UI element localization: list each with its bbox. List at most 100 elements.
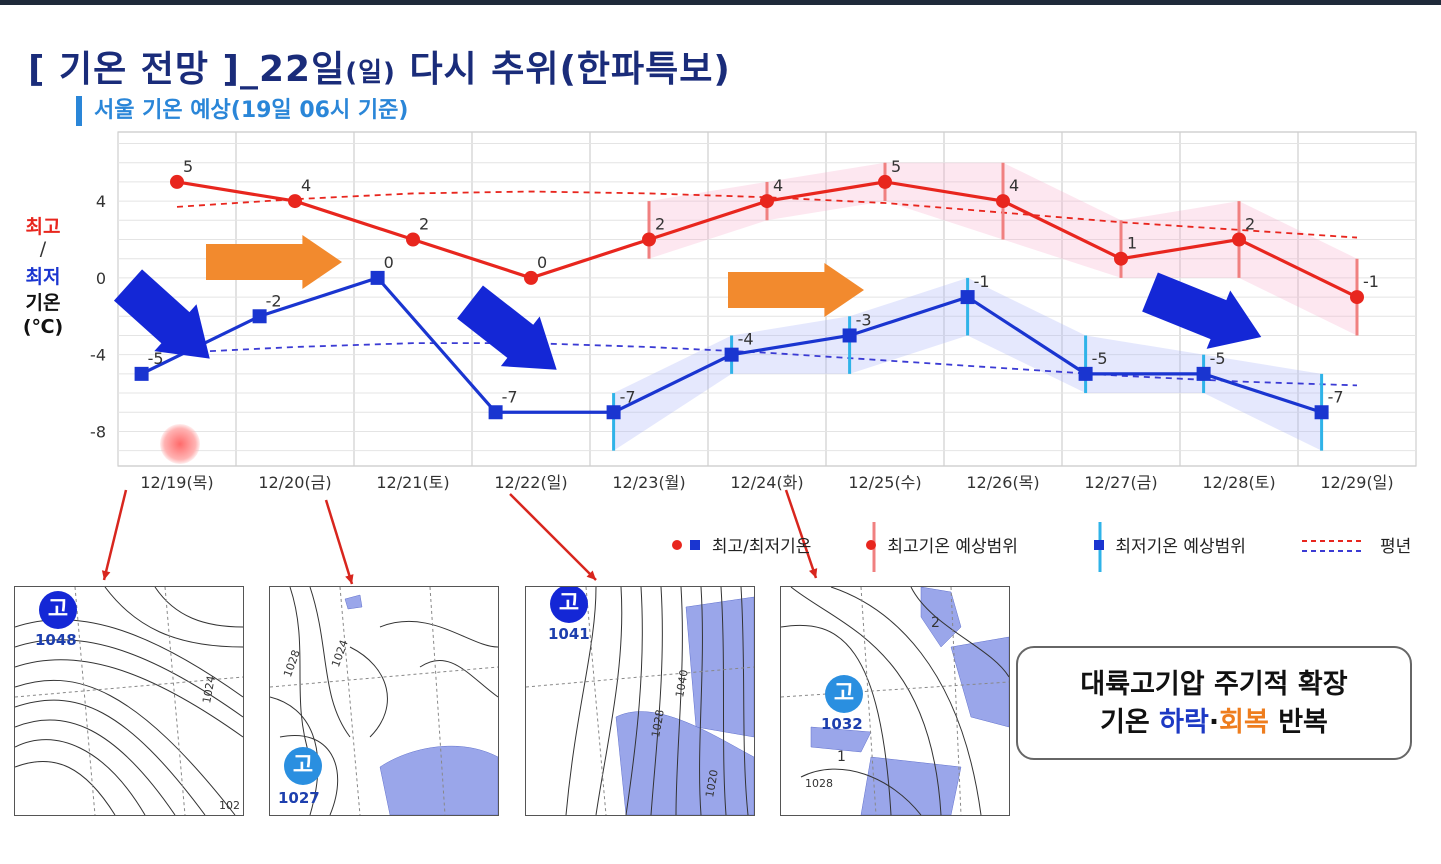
max-data-label: -1 xyxy=(1363,272,1379,291)
max-data-label: 4 xyxy=(773,176,783,195)
min-data-label: -5 xyxy=(1092,349,1108,368)
max-temp-point xyxy=(1114,251,1128,266)
weather-map-3: 고 1041 1040 1028 1020 xyxy=(525,586,755,816)
legend-item-maxmin: 최고/최저기온 xyxy=(672,532,811,562)
legend-red-dot xyxy=(672,539,682,550)
legend-label-normal: 평년 xyxy=(1380,537,1412,557)
x-tick-label: 12/29(일) xyxy=(1320,473,1393,492)
pointer-arrowhead-icon xyxy=(808,568,818,578)
x-tick-label: 12/21(토) xyxy=(376,473,449,492)
min-data-label: -7 xyxy=(620,387,636,406)
trend-arrow-down-icon xyxy=(113,269,210,359)
max-temp-point xyxy=(760,194,774,209)
max-temp-point xyxy=(1232,232,1246,247)
min_normal-line xyxy=(176,342,1358,387)
max-data-label: 2 xyxy=(655,214,665,233)
legend-label-min-range: 최저기온 예상범위 xyxy=(1115,537,1246,557)
high-pressure-badge: 고 xyxy=(550,587,588,623)
x-tick-label: 12/22(일) xyxy=(494,473,567,492)
y-label-slash: / xyxy=(39,238,47,260)
min-temp-point xyxy=(724,347,739,362)
top-bar xyxy=(0,0,1441,5)
x-tick-label: 12/25(수) xyxy=(848,473,921,492)
max_normal-line xyxy=(176,190,1358,239)
min-data-label: 0 xyxy=(384,253,394,272)
min-temp-point xyxy=(960,290,975,305)
x-tick-label: 12/24(화) xyxy=(730,473,803,492)
min-data-label: -7 xyxy=(1328,387,1344,406)
pressure-value: 1041 xyxy=(548,625,590,643)
weather-map-1: 고 1048 1024 102 xyxy=(14,586,244,816)
min-temp-point xyxy=(488,405,503,420)
x-tick-label: 12/26(목) xyxy=(966,473,1039,492)
y-tick-label: 0 xyxy=(96,269,106,288)
y-tick-label: -4 xyxy=(90,346,106,365)
min-temp-point xyxy=(370,270,385,285)
weather-map-4: 고 1032 1028 2 1 xyxy=(780,586,1010,816)
min-temp-point xyxy=(1314,405,1329,420)
pointer-arrow-line xyxy=(102,489,128,581)
max-data-label: 5 xyxy=(891,157,901,176)
min-data-label: -4 xyxy=(738,330,754,349)
summary-note: 대륙고기압 주기적 확장 기온 하락·회복 반복 xyxy=(1016,646,1412,760)
legend-label-max-range: 최고기온 예상범위 xyxy=(887,537,1018,557)
note-line-1: 대륙고기압 주기적 확장 xyxy=(1080,669,1348,700)
isobar-label: 1 xyxy=(837,749,846,765)
min-data-label: -5 xyxy=(1210,349,1226,368)
pressure-value: 1032 xyxy=(821,715,863,733)
min-temp-point xyxy=(134,366,149,381)
min-temp-point xyxy=(1196,366,1211,381)
y-tick-label: -8 xyxy=(90,422,106,441)
note-line-2: 기온 하락·회복 반복 xyxy=(1100,707,1328,738)
trend-arrow-right-icon xyxy=(206,235,342,289)
legend-label-maxmin: 최고/최저기온 xyxy=(711,537,812,557)
isobar-label: 1028 xyxy=(805,777,833,790)
min-temp-point xyxy=(252,309,267,324)
min-temp-point xyxy=(1078,366,1093,381)
trend-arrow-right-icon xyxy=(728,263,864,317)
min-temp-point xyxy=(606,405,621,420)
max-data-label: 5 xyxy=(183,157,193,176)
y-label-unit: (℃) xyxy=(22,316,64,338)
pressure-value: 1048 xyxy=(35,631,77,649)
y-tick-label: 4 xyxy=(96,192,106,211)
max-temp-point xyxy=(996,194,1010,209)
x-tick-label: 12/20(금) xyxy=(258,473,331,492)
min-data-label: -5 xyxy=(148,349,164,368)
isobar-label: 102 xyxy=(219,799,240,812)
y-label-max: 최고 xyxy=(25,216,61,238)
legend-item-max-range: 최고기온 예상범위 xyxy=(866,532,1018,562)
isobar-label: 2 xyxy=(931,615,940,631)
x-tick-label: 12/23(월) xyxy=(612,473,685,492)
isobar-lines xyxy=(526,587,754,815)
cursor-highlight xyxy=(160,424,200,464)
legend-blue-square xyxy=(690,539,701,550)
x-tick-label: 12/27(금) xyxy=(1084,473,1157,492)
pointer-arrow-line xyxy=(509,493,597,581)
max-temp-point xyxy=(1350,290,1364,305)
legend-max-range-marker xyxy=(866,539,876,550)
isobar-lines xyxy=(781,587,1009,815)
max-range-band xyxy=(649,162,1357,336)
y-label-min: 최저 xyxy=(25,266,61,288)
max-temp-point xyxy=(524,270,538,285)
max-data-label: 2 xyxy=(419,214,429,233)
max-data-label: 2 xyxy=(1245,214,1255,233)
max-temp-point xyxy=(406,232,420,247)
max-data-label: 4 xyxy=(1009,176,1019,195)
min-temp-point xyxy=(842,328,857,343)
trend-arrow-down-icon xyxy=(457,285,557,370)
y-label-temp: 기온 xyxy=(25,292,61,314)
pointer-arrow-line xyxy=(784,489,818,579)
x-tick-label: 12/19(목) xyxy=(140,473,213,492)
high-pressure-badge: 고 xyxy=(825,675,863,713)
max-temp-point xyxy=(878,174,892,189)
weather-map-2: 고 1027 1028 1024 xyxy=(269,586,499,816)
max-data-label: 4 xyxy=(301,176,311,195)
min-data-label: -7 xyxy=(502,387,518,406)
page-title: [ 기온 전망 ]_22일(일) 다시 추위(한파특보) xyxy=(28,49,731,90)
max-data-label: 1 xyxy=(1127,234,1137,253)
pointer-arrow-line xyxy=(324,499,354,585)
high-pressure-badge: 고 xyxy=(284,747,322,785)
